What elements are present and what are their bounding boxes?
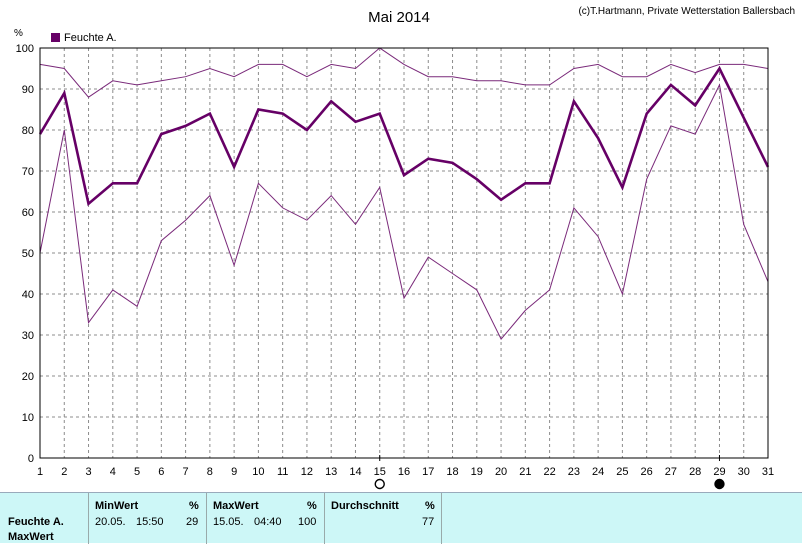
- x-tick-label: 29: [713, 466, 725, 478]
- stats-row-label: Feuchte A.: [8, 516, 64, 528]
- max-unit: %: [307, 500, 317, 512]
- x-tick-label: 13: [325, 466, 337, 478]
- y-tick-label: 100: [16, 43, 34, 55]
- max-date: 15.05.: [213, 516, 244, 528]
- x-tick-label: 24: [592, 466, 604, 478]
- chart-svg: Mai 2014 (c)T.Hartmann, Private Wetterst…: [14, 6, 795, 490]
- x-tick-label: 28: [689, 466, 701, 478]
- stats-divider: [206, 493, 207, 544]
- max-header: MaxWert: [213, 500, 259, 512]
- x-tick-label: 22: [543, 466, 555, 478]
- x-tick-label: 8: [207, 466, 213, 478]
- y-tick-label: 10: [22, 412, 34, 424]
- x-tick-label: 16: [398, 466, 410, 478]
- filled-circle-marker: [714, 478, 725, 490]
- avg-header: Durchschnitt: [331, 500, 399, 512]
- y-unit-label: %: [14, 28, 23, 39]
- avg-unit: %: [425, 500, 435, 512]
- series-layer: [38, 47, 770, 341]
- x-tick-label: 14: [349, 466, 361, 478]
- min-value: 29: [186, 516, 199, 528]
- x-tick-label: 3: [85, 466, 91, 478]
- x-tick-label: 25: [616, 466, 628, 478]
- y-tick-label: 90: [22, 84, 34, 96]
- y-tick-label: 70: [22, 166, 34, 178]
- stats-divider: [441, 493, 442, 544]
- x-tick-label: 20: [495, 466, 507, 478]
- x-tick-label: 21: [519, 466, 531, 478]
- y-tick-label: 80: [22, 125, 34, 137]
- y-tick-label: 0: [28, 453, 34, 465]
- x-tick-label: 6: [158, 466, 164, 478]
- stats-panel: Feuchte A. MaxWert MinWert % 20.05. 15:5…: [0, 492, 802, 544]
- x-tick-label: 12: [301, 466, 313, 478]
- x-tick-label: 5: [134, 466, 140, 478]
- x-tick-label: 2: [61, 466, 67, 478]
- x-tick-label: 17: [422, 466, 434, 478]
- legend-label: Feuchte A.: [64, 32, 117, 44]
- chart-title: Mai 2014: [368, 9, 430, 26]
- series-line-mean: [38, 65, 770, 207]
- x-tick-label: 10: [252, 466, 264, 478]
- x-tick-label: 4: [110, 466, 116, 478]
- min-time: 15:50: [136, 516, 164, 528]
- plot-frame: [39, 47, 769, 459]
- series-line-min: [39, 83, 769, 341]
- stats-row-label-2: MaxWert: [8, 531, 54, 543]
- copyright-text: (c)T.Hartmann, Private Wetterstation Bal…: [578, 6, 795, 17]
- min-date: 20.05.: [95, 516, 126, 528]
- y-tick-label: 40: [22, 289, 34, 301]
- x-tick-label: 18: [446, 466, 458, 478]
- y-tick-label: 50: [22, 248, 34, 260]
- x-tick-label: 30: [738, 466, 750, 478]
- stats-divider: [324, 493, 325, 544]
- max-time: 04:40: [254, 516, 282, 528]
- marker-layer: [374, 455, 725, 490]
- stats-divider: [88, 493, 89, 544]
- legend-swatch: [51, 33, 60, 42]
- min-header: MinWert: [95, 500, 139, 512]
- y-tick-label: 20: [22, 371, 34, 383]
- chart-area: Mai 2014 (c)T.Hartmann, Private Wetterst…: [14, 6, 795, 490]
- grid-layer: [40, 48, 768, 458]
- x-tick-label: 1: [37, 466, 43, 478]
- x-tick-label: 27: [665, 466, 677, 478]
- max-value: 100: [298, 516, 317, 528]
- x-tick-label: 19: [471, 466, 483, 478]
- series-line-max: [39, 47, 769, 98]
- x-tick-label: 15: [374, 466, 386, 478]
- x-tick-label: 7: [183, 466, 189, 478]
- x-tick-label: 26: [641, 466, 653, 478]
- y-tick-label: 60: [22, 207, 34, 219]
- x-tick-label: 11: [277, 466, 288, 478]
- y-tick-label: 30: [22, 330, 34, 342]
- avg-value: 77: [422, 516, 435, 528]
- x-tick-label: 23: [568, 466, 580, 478]
- x-tick-label: 31: [762, 466, 774, 478]
- open-circle-marker: [374, 478, 385, 490]
- x-tick-label: 9: [231, 466, 237, 478]
- min-unit: %: [189, 500, 199, 512]
